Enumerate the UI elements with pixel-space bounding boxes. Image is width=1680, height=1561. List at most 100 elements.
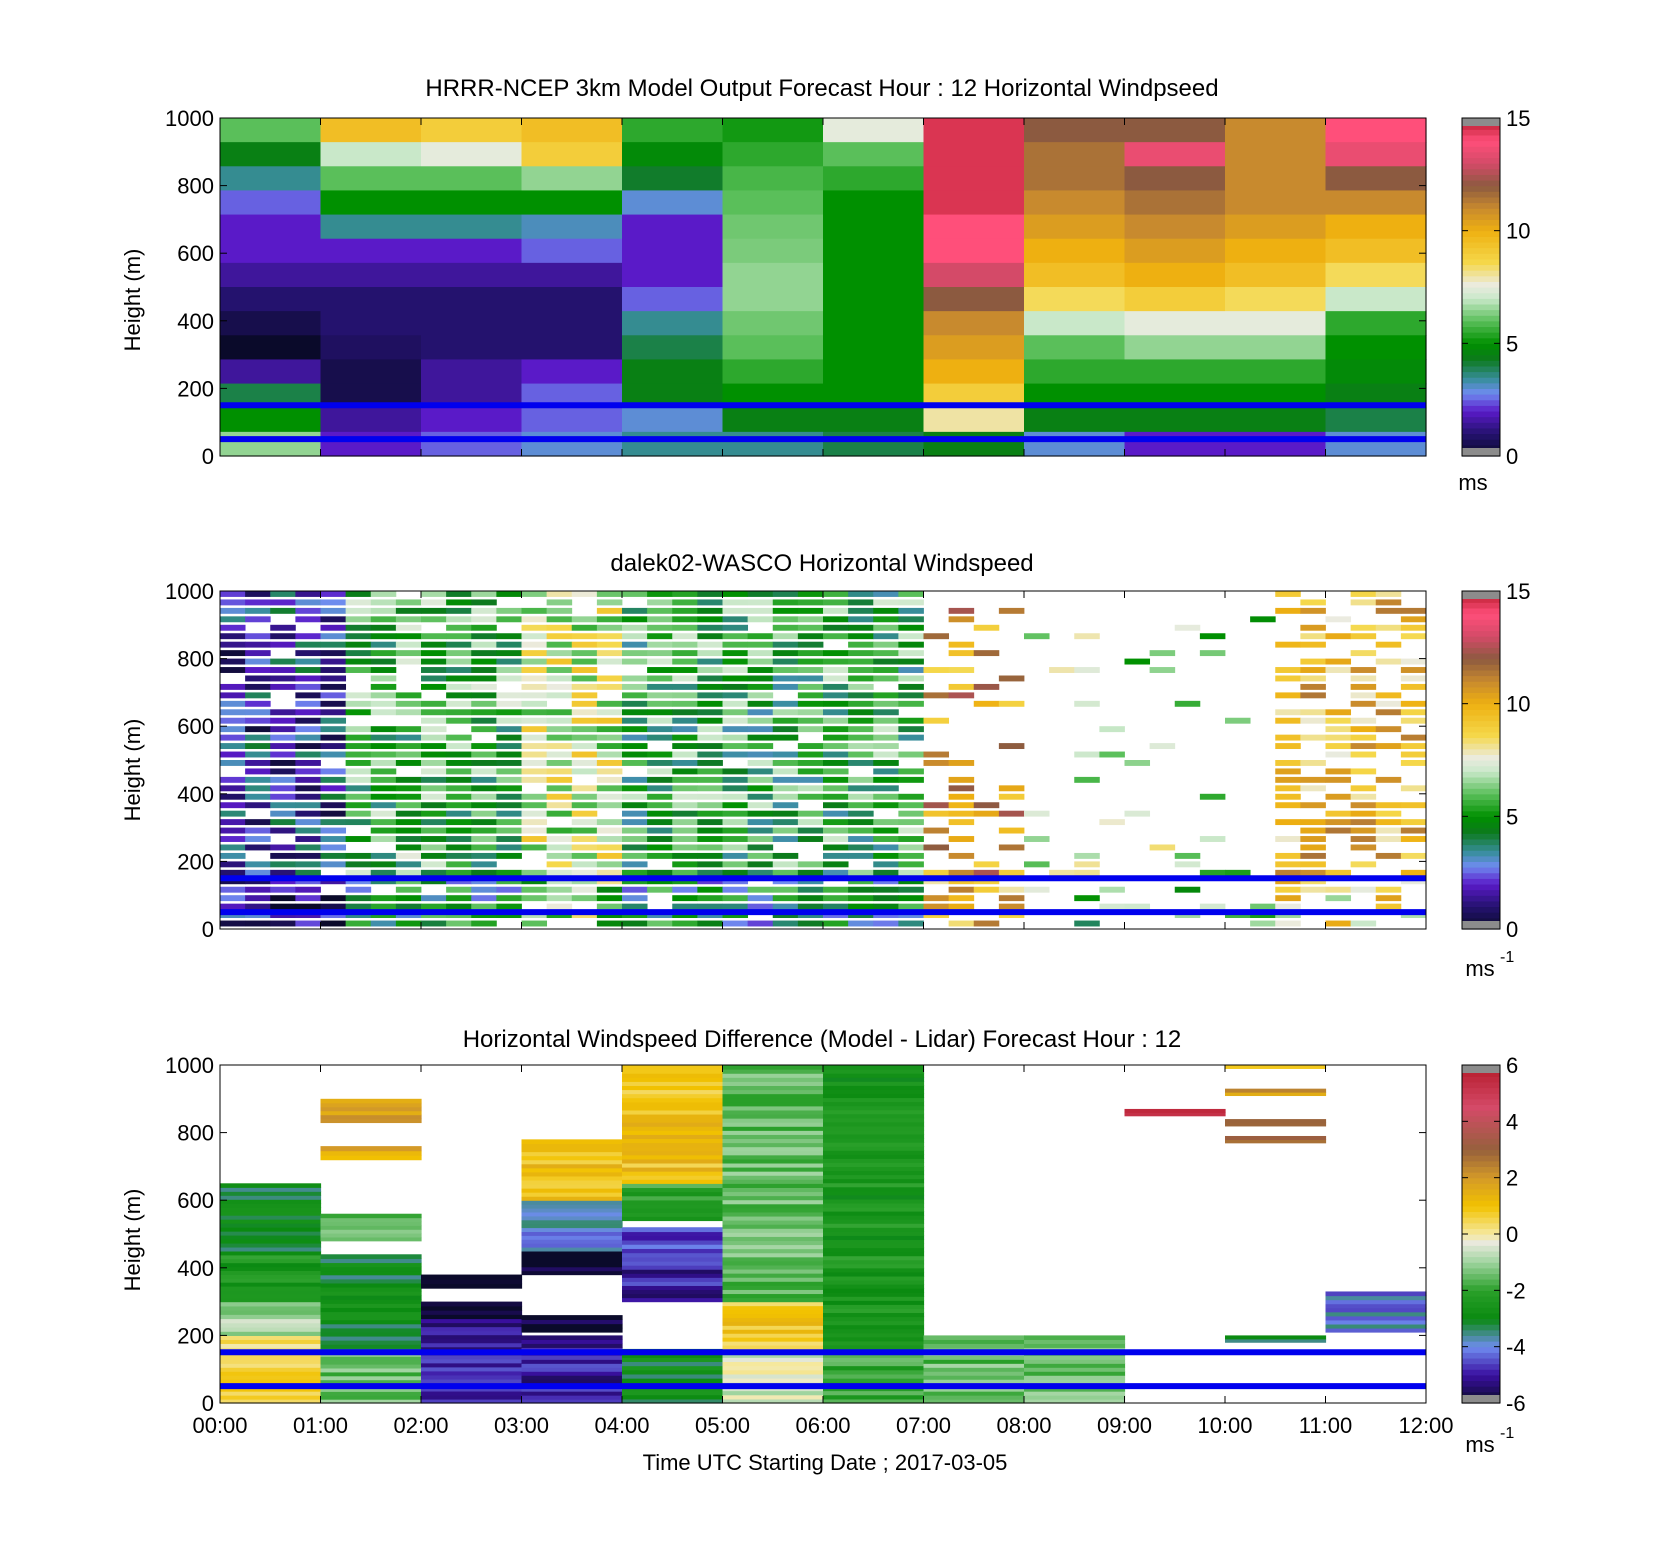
heatmap-cell: [421, 335, 523, 361]
heatmap-cell: [823, 1186, 925, 1192]
colorbar-swatch: [1462, 669, 1500, 677]
heatmap-cell: [1375, 802, 1402, 809]
heatmap-cell: [1024, 359, 1126, 385]
heatmap-cell: [395, 819, 422, 826]
colorbar-swatch: [1462, 816, 1500, 823]
heatmap-cell: [622, 1199, 724, 1205]
heatmap-cell: [823, 802, 849, 809]
heatmap-cell: [345, 793, 372, 800]
heatmap-cell: [722, 335, 824, 361]
heatmap-cell: [1375, 700, 1402, 707]
heatmap-cell: [546, 633, 573, 640]
heatmap-cell: [848, 683, 874, 690]
heatmap-cell: [220, 1254, 322, 1260]
heatmap-cell: [295, 675, 321, 682]
heatmap-cell: [421, 142, 523, 167]
heatmap-cell: [823, 1069, 925, 1074]
heatmap-cell: [521, 1399, 623, 1404]
heatmap-cell: [546, 616, 573, 623]
heatmap-cell: [345, 751, 372, 758]
heatmap-cell: [220, 802, 246, 809]
colorbar-tick-label: 5: [1506, 331, 1518, 356]
heatmap-cell: [772, 760, 799, 766]
heatmap-cell: [546, 650, 573, 657]
heatmap-cell: [345, 591, 372, 597]
heatmap-cell: [797, 599, 824, 606]
colorbar-swatch: [1462, 1352, 1500, 1359]
colorbar-tick-label: 0: [1506, 444, 1518, 469]
heatmap-cell: [722, 1313, 824, 1318]
colorbar-swatch: [1462, 225, 1500, 232]
heatmap-cell: [647, 726, 673, 733]
colorbar-swatch: [1462, 1341, 1500, 1348]
heatmap-cell: [622, 1179, 724, 1184]
heatmap-cell: [421, 658, 447, 665]
heatmap-cell: [521, 650, 548, 657]
heatmap-cell: [647, 819, 673, 826]
heatmap-cell: [823, 1129, 925, 1135]
heatmap-cell: [873, 650, 899, 657]
heatmap-cell: [245, 903, 271, 910]
heatmap-cell: [823, 1227, 925, 1232]
heatmap-cell: [596, 844, 623, 851]
heatmap-cell: [546, 768, 573, 775]
heatmap-cell: [1275, 717, 1301, 724]
heatmap-cell: [848, 869, 874, 876]
heatmap-cell: [345, 895, 372, 902]
heatmap-cell: [722, 1203, 824, 1209]
heatmap-cell: [848, 709, 874, 716]
colorbar-swatch: [1462, 771, 1500, 778]
heatmap-cell: [622, 700, 648, 707]
heatmap-cell: [1149, 743, 1176, 750]
heatmap-cell: [471, 886, 497, 893]
heatmap-cell: [421, 599, 447, 606]
heatmap-cell: [1325, 262, 1427, 288]
heatmap-cell: [622, 1227, 724, 1233]
heatmap-cell: [370, 920, 397, 927]
heatmap-cell: [898, 920, 924, 927]
heatmap-cell: [245, 827, 271, 834]
heatmap-cell: [823, 1390, 925, 1396]
heatmap-cell: [1400, 751, 1427, 758]
heatmap-cell: [270, 641, 296, 648]
heatmap-cell: [421, 287, 523, 312]
heatmap-cell: [873, 591, 899, 597]
heatmap-cell: [421, 641, 447, 648]
heatmap-cell: [672, 768, 698, 775]
colorbar-swatch: [1462, 619, 1500, 626]
heatmap-cell: [772, 819, 799, 826]
heatmap-cell: [622, 238, 724, 264]
heatmap-cell: [722, 1162, 824, 1168]
heatmap-cell: [1300, 658, 1326, 665]
heatmap-cell: [395, 607, 422, 614]
colorbar-swatch: [1462, 1380, 1500, 1387]
heatmap-cell: [1300, 667, 1326, 673]
heatmap-cell: [320, 827, 347, 834]
heatmap-cell: [421, 1366, 523, 1372]
heatmap-cell: [672, 861, 698, 868]
colorbar-swatch: [1462, 664, 1500, 671]
heatmap-cell: [270, 827, 296, 834]
heatmap-cell: [245, 751, 271, 758]
heatmap-cell: [345, 869, 372, 876]
heatmap-cell: [898, 776, 924, 783]
heatmap-cell: [220, 1367, 322, 1372]
heatmap-cell: [622, 785, 648, 792]
heatmap-cell: [220, 1395, 322, 1400]
heatmap-cell: [395, 861, 422, 868]
heatmap-cell: [1024, 1395, 1126, 1400]
heatmap-cell: [1400, 607, 1427, 614]
heatmap-cell: [596, 785, 623, 792]
colorbar-tick-label: 6: [1506, 1053, 1518, 1078]
heatmap-cell: [521, 683, 548, 690]
heatmap-cell: [1300, 886, 1326, 893]
heatmap-cell: [1325, 751, 1352, 758]
colorbar-swatch: [1462, 332, 1500, 339]
heatmap-cell: [496, 785, 522, 792]
heatmap-cell: [1400, 827, 1427, 834]
heatmap-cell: [722, 1191, 824, 1197]
heatmap-cell: [1400, 819, 1427, 826]
heatmap-cell: [722, 262, 824, 288]
x-axis-label: Time UTC Starting Date ; 2017-03-05: [643, 1450, 1008, 1475]
